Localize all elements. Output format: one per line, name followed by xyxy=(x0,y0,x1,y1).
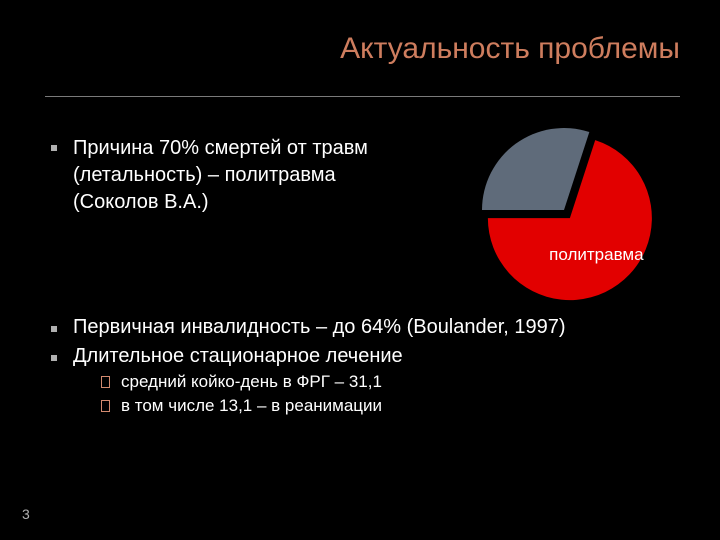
pie-slice xyxy=(482,128,589,210)
sub-bullet-item: в том числе 13,1 – в реанимации xyxy=(99,396,680,416)
sub-bullet-item: средний койко-день в ФРГ – 31,1 xyxy=(99,372,680,392)
pie-chart: политравма xyxy=(464,114,674,314)
pie-chart-svg xyxy=(464,114,674,314)
pie-slice-label: политравма xyxy=(541,245,651,265)
slide-title: Актуальность проблемы xyxy=(45,20,680,66)
title-divider xyxy=(45,96,680,97)
sub-bullet-text: средний койко-день в ФРГ – 31,1 xyxy=(121,372,382,391)
slide-root: Актуальность проблемы Причина 70% смерте… xyxy=(0,0,720,540)
bullet-item: Первичная инвалидность – до 64% (Bouland… xyxy=(45,316,680,339)
bullet-text: Длительное стационарное лечение xyxy=(73,345,403,367)
bullet-item: Длительное стационарное лечение средний … xyxy=(45,345,680,416)
page-number: 3 xyxy=(22,506,30,522)
bullet-item: Причина 70% смертей от травм (летальност… xyxy=(45,135,403,216)
bullet-text: Причина 70% смертей от травм (летальност… xyxy=(73,137,368,213)
bullet-text: Первичная инвалидность – до 64% (Bouland… xyxy=(73,316,566,338)
sub-bullet-text: в том числе 13,1 – в реанимации xyxy=(121,396,382,415)
sub-bullet-list: средний койко-день в ФРГ – 31,1 в том чи… xyxy=(73,372,680,416)
